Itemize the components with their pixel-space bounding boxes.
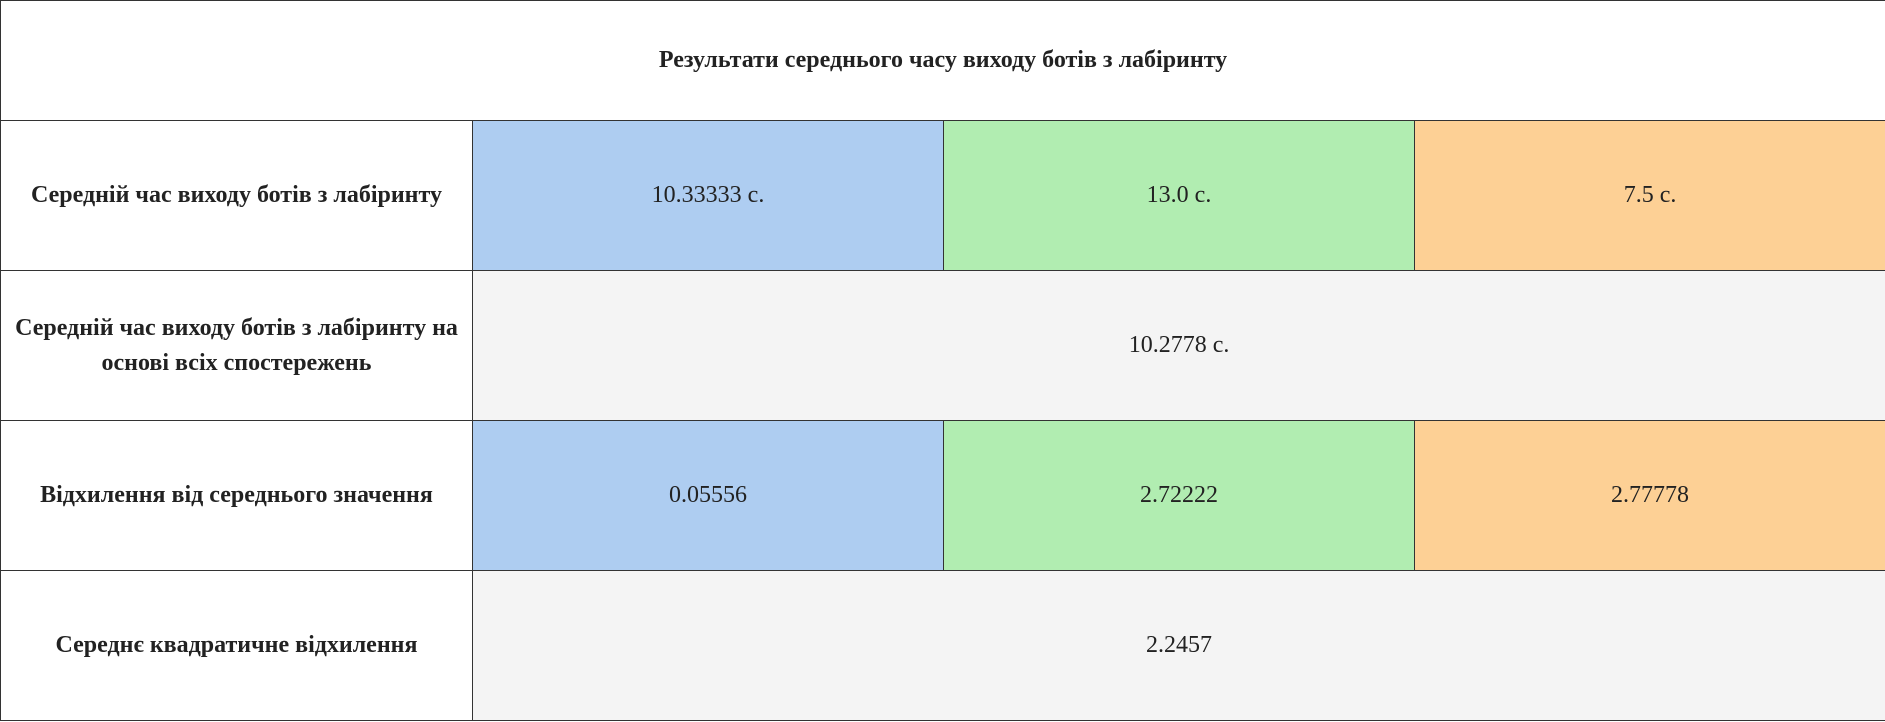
table-title: Результати середнього часу виходу ботів …: [0, 0, 1885, 121]
avg-time-cell-3: 7.5 с.: [1413, 120, 1885, 271]
row-label-overall-avg: Середній час виходу ботів з лабіринту на…: [0, 270, 473, 421]
overall-avg-value: 10.2778 с.: [471, 270, 1885, 421]
row-label-avg-time: Середній час виходу ботів з лабіринту: [0, 120, 473, 271]
table-row-overall-avg: Середній час виходу ботів з лабіринту на…: [0, 270, 1885, 421]
deviation-cell-2: 2.72222: [943, 420, 1415, 571]
avg-time-cell-2: 13.0 с.: [943, 120, 1415, 271]
table-row-std-dev: Середнє квадратичне відхилення 2.2457: [0, 570, 1885, 721]
row-label-deviation: Відхилення від середнього значення: [0, 420, 473, 571]
table-title-row: Результати середнього часу виходу ботів …: [0, 0, 1885, 121]
avg-time-cell-1: 10.33333 с.: [472, 120, 944, 271]
std-dev-value: 2.2457: [471, 570, 1885, 721]
table-row-deviation: Відхилення від середнього значення 0.055…: [0, 420, 1885, 571]
row-label-std-dev: Середнє квадратичне відхилення: [0, 570, 473, 721]
deviation-cell-3: 2.77778: [1413, 420, 1885, 571]
table-row-avg-time: Середній час виходу ботів з лабіринту 10…: [0, 120, 1885, 271]
deviation-cell-1: 0.05556: [472, 420, 944, 571]
